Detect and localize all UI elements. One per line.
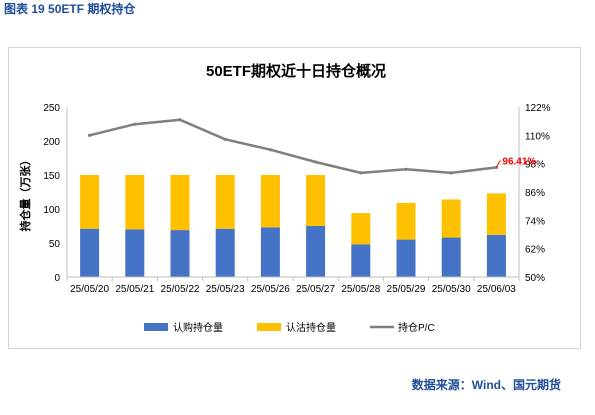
pc-point	[449, 171, 453, 175]
axes-group	[66, 107, 520, 281]
pc-point	[268, 148, 272, 152]
put-bar	[441, 199, 461, 238]
legend-label-pc: 持仓P/C	[398, 321, 435, 334]
y2-tick-label: 50%	[525, 273, 545, 284]
y-tick-label: 200	[43, 137, 60, 148]
x-tick-label: 25/05/28	[341, 284, 380, 295]
legend: 认购持仓量 认沽持仓量 持仓P/C	[144, 321, 435, 334]
x-axis-ticks: 25/05/20 25/05/21 25/05/22 25/05/23 25/05/26…	[70, 284, 516, 295]
call-bar	[80, 228, 100, 277]
y2-tick-label: 98%	[525, 160, 545, 171]
legend-label-call: 认购持仓量	[173, 321, 223, 334]
y-axis-label: 持仓量（万张）	[18, 155, 32, 232]
legend-swatch-call	[144, 323, 168, 331]
put-bar	[80, 175, 100, 229]
call-bar	[351, 244, 371, 277]
call-bar	[441, 237, 461, 277]
put-bar	[306, 175, 326, 226]
chart-svg: 50ETF期权近十日持仓概况 持仓量（万张） 0 50 100 150 200 250 5…	[18, 62, 551, 334]
put-bar	[396, 202, 416, 240]
x-tick-label: 25/06/03	[477, 284, 516, 295]
pc-point	[359, 171, 363, 175]
x-tick-label: 25/05/26	[251, 284, 290, 295]
y2-tick-label: 62%	[525, 245, 545, 256]
put-bar	[125, 175, 145, 230]
put-bar	[260, 175, 280, 228]
call-bar	[125, 229, 145, 277]
pc-point	[133, 122, 137, 126]
y-tick-label: 250	[43, 103, 60, 114]
x-tick-label: 25/05/20	[70, 284, 109, 295]
pc-point	[404, 167, 408, 171]
y-tick-label: 150	[43, 171, 60, 182]
x-tick-label: 25/05/27	[296, 284, 335, 295]
pc-point	[178, 118, 182, 122]
y2-tick-label: 86%	[525, 188, 545, 199]
put-bar	[170, 175, 190, 231]
x-tick-label: 25/05/23	[206, 284, 245, 295]
y-tick-label: 50	[49, 239, 61, 250]
put-bar	[486, 193, 506, 235]
put-bar	[351, 213, 371, 245]
y2-tick-label: 110%	[525, 131, 550, 142]
call-bar	[396, 239, 416, 277]
pc-data-label: 96.41%	[502, 156, 536, 167]
x-tick-label: 25/05/22	[161, 284, 200, 295]
call-bar	[486, 234, 506, 277]
source-note: 数据来源：Wind、国元期货	[411, 378, 561, 392]
chart-frame: 50ETF期权近十日持仓概况 持仓量（万张） 0 50 100 150 200 250 5…	[8, 47, 581, 349]
call-bar	[306, 226, 326, 277]
pc-line-group: 96.41%	[88, 118, 536, 175]
legend-swatch-put	[257, 323, 281, 331]
bars-group	[80, 175, 506, 277]
x-tick-label: 25/05/29	[387, 284, 426, 295]
pc-point	[223, 137, 227, 141]
annotation-leader	[495, 160, 501, 168]
y-axis-ticks: 0 50 100 150 200 250	[43, 103, 60, 284]
call-bar	[260, 227, 280, 277]
call-bar	[215, 228, 235, 277]
x-tick-label: 25/05/21	[115, 284, 154, 295]
y2-tick-label: 122%	[525, 103, 551, 114]
x-tick-label: 25/05/30	[432, 284, 471, 295]
put-bar	[215, 175, 235, 229]
y-tick-label: 0	[54, 273, 60, 284]
legend-label-put: 认沽持仓量	[286, 321, 336, 334]
y2-tick-label: 74%	[525, 216, 545, 227]
y2-axis-ticks: 50% 62% 74% 86% 98% 110% 122%	[525, 103, 551, 284]
call-bar	[170, 230, 190, 277]
chart-title: 50ETF期权近十日持仓概况	[206, 62, 386, 80]
figure-label: 图表 19 50ETF 期权持仓	[4, 2, 136, 16]
pc-point	[88, 133, 92, 137]
pc-point	[314, 160, 318, 164]
y-tick-label: 100	[43, 205, 60, 216]
pc-line	[89, 118, 497, 175]
